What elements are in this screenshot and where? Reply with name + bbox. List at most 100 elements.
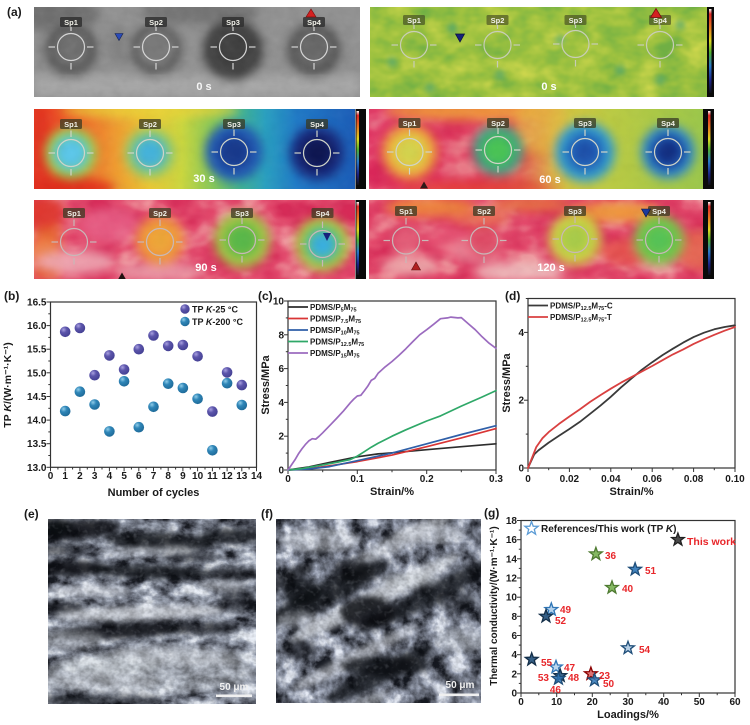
- svg-text:10: 10: [192, 471, 204, 482]
- svg-text:0.04: 0.04: [601, 474, 621, 485]
- svg-text:Sp2: Sp2: [149, 18, 163, 27]
- svg-text:13.0: 13.0: [27, 463, 47, 474]
- svg-text:53: 53: [538, 673, 550, 684]
- svg-text:Sp1: Sp1: [403, 119, 417, 128]
- svg-text:Sp4: Sp4: [661, 119, 676, 128]
- svg-text:12: 12: [222, 471, 234, 482]
- svg-text:Sp2: Sp2: [143, 120, 157, 129]
- svg-text:50 μm: 50 μm: [446, 680, 475, 691]
- svg-text:2: 2: [511, 669, 517, 680]
- svg-text:0.3: 0.3: [489, 474, 503, 485]
- svg-text:0.06: 0.06: [642, 474, 662, 485]
- svg-text:23: 23: [599, 671, 611, 682]
- svg-text:12: 12: [506, 574, 518, 585]
- svg-text:48: 48: [568, 673, 580, 684]
- svg-text:Sp4: Sp4: [652, 207, 667, 216]
- svg-text:(a): (a): [7, 5, 22, 19]
- svg-text:4: 4: [278, 398, 284, 409]
- svg-text:8: 8: [511, 612, 517, 623]
- svg-text:49: 49: [560, 605, 572, 616]
- svg-text:15.5: 15.5: [27, 345, 47, 356]
- svg-text:8: 8: [278, 330, 284, 341]
- svg-text:2: 2: [518, 396, 524, 407]
- svg-text:PDMS/P5M75: PDMS/P5M75: [310, 303, 357, 314]
- svg-text:0: 0: [518, 697, 524, 708]
- svg-text:47: 47: [564, 663, 576, 674]
- svg-text:0: 0: [518, 464, 524, 475]
- svg-text:Sp1: Sp1: [64, 120, 78, 129]
- svg-text:9: 9: [180, 471, 186, 482]
- svg-text:4: 4: [107, 471, 113, 482]
- svg-text:5: 5: [121, 471, 127, 482]
- svg-text:50: 50: [603, 679, 615, 690]
- svg-text:PDMS/P12.5M75-C: PDMS/P12.5M75-C: [550, 302, 613, 313]
- svg-text:Sp3: Sp3: [578, 119, 592, 128]
- svg-text:Sp4: Sp4: [310, 120, 325, 129]
- svg-text:PDMS/P7.5M75: PDMS/P7.5M75: [310, 315, 361, 326]
- svg-text:Sp4: Sp4: [653, 16, 668, 25]
- svg-text:TP K-200 °C: TP K-200 °C: [192, 317, 243, 327]
- svg-text:Sp3: Sp3: [226, 18, 240, 27]
- svg-text:0: 0: [48, 471, 54, 482]
- svg-text:References/This work (TP K): References/This work (TP K): [541, 524, 676, 535]
- svg-text:TP K/(W·m⁻¹·K⁻¹): TP K/(W·m⁻¹·K⁻¹): [2, 342, 14, 428]
- svg-text:40: 40: [658, 697, 670, 708]
- svg-text:Sp1: Sp1: [67, 209, 81, 218]
- svg-text:60 s: 60 s: [539, 174, 560, 186]
- svg-text:60: 60: [729, 697, 741, 708]
- svg-text:Sp3: Sp3: [235, 209, 249, 218]
- svg-text:PDMS/P12.5M75: PDMS/P12.5M75: [310, 338, 364, 349]
- svg-text:0: 0: [525, 474, 531, 485]
- svg-text:16: 16: [506, 535, 518, 546]
- svg-text:120 s: 120 s: [537, 262, 565, 274]
- svg-text:0: 0: [511, 689, 517, 700]
- svg-text:PDMS/P12.5M75-T: PDMS/P12.5M75-T: [550, 313, 612, 324]
- svg-text:14: 14: [506, 554, 518, 565]
- svg-text:Loadings/%: Loadings/%: [597, 709, 659, 721]
- svg-text:0.10: 0.10: [725, 474, 745, 485]
- svg-text:10: 10: [273, 297, 285, 308]
- svg-text:1: 1: [62, 471, 68, 482]
- svg-text:Stress/MPa: Stress/MPa: [260, 354, 272, 414]
- svg-text:(b): (b): [4, 289, 19, 303]
- svg-text:Sp2: Sp2: [491, 16, 505, 25]
- svg-text:Number of cycles: Number of cycles: [108, 487, 200, 499]
- svg-text:Sp4: Sp4: [307, 18, 322, 27]
- svg-text:16.0: 16.0: [27, 321, 47, 332]
- svg-text:7: 7: [151, 471, 157, 482]
- svg-text:36: 36: [605, 551, 617, 562]
- svg-text:Strain/%: Strain/%: [370, 486, 414, 498]
- svg-text:6: 6: [136, 471, 142, 482]
- svg-text:6: 6: [278, 364, 284, 375]
- svg-text:40: 40: [622, 584, 634, 595]
- svg-text:0: 0: [285, 474, 291, 485]
- svg-text:54: 54: [639, 645, 651, 656]
- svg-text:2: 2: [278, 432, 284, 443]
- svg-text:16.5: 16.5: [27, 298, 47, 309]
- svg-text:55: 55: [541, 658, 553, 669]
- svg-text:30: 30: [622, 697, 634, 708]
- svg-text:0.08: 0.08: [684, 474, 704, 485]
- svg-text:46: 46: [550, 685, 562, 696]
- svg-text:Sp4: Sp4: [316, 209, 331, 218]
- svg-text:3: 3: [92, 471, 98, 482]
- svg-text:51: 51: [645, 566, 657, 577]
- svg-text:Sp2: Sp2: [491, 119, 505, 128]
- svg-text:TP K-25 °C: TP K-25 °C: [192, 305, 238, 315]
- svg-text:Sp3: Sp3: [568, 207, 582, 216]
- svg-text:4: 4: [518, 328, 524, 339]
- svg-text:Thermal conductivity/(W·m⁻¹·K⁻: Thermal conductivity/(W·m⁻¹·K⁻¹): [489, 526, 500, 685]
- svg-text:Sp1: Sp1: [399, 207, 413, 216]
- svg-text:50 μm: 50 μm: [220, 682, 249, 693]
- svg-text:13: 13: [236, 471, 248, 482]
- svg-text:0 s: 0 s: [196, 81, 211, 93]
- svg-text:Sp1: Sp1: [407, 16, 421, 25]
- svg-text:(d): (d): [505, 289, 520, 303]
- svg-text:Stress/MPa: Stress/MPa: [501, 352, 513, 412]
- svg-text:14.0: 14.0: [27, 416, 47, 427]
- svg-text:6: 6: [511, 631, 517, 642]
- svg-text:0: 0: [278, 466, 284, 477]
- svg-text:Sp1: Sp1: [64, 18, 78, 27]
- svg-text:Sp3: Sp3: [227, 120, 241, 129]
- svg-text:(g): (g): [484, 506, 499, 520]
